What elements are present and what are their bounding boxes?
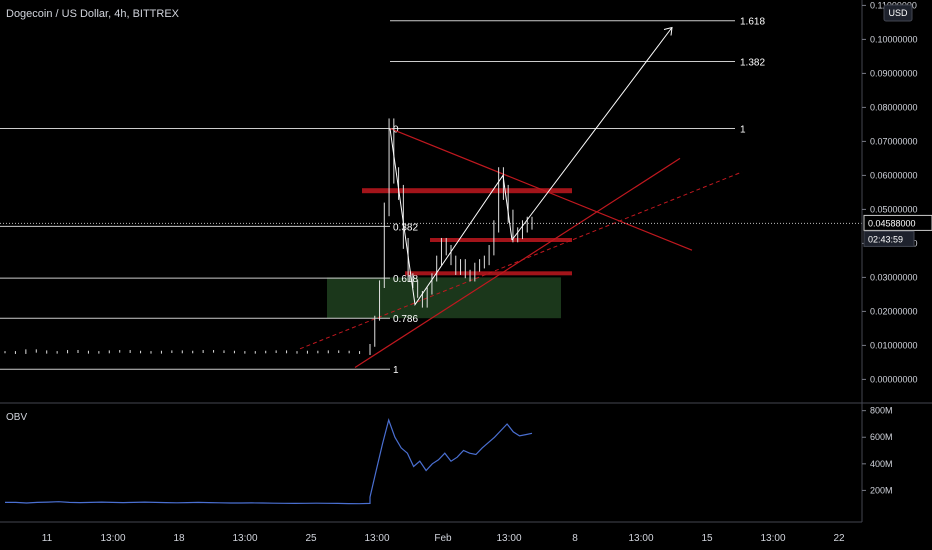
- time-tick-label: Feb: [434, 533, 452, 544]
- fib-level-label: 0.382: [393, 222, 418, 233]
- fib-level-label: 1.618: [740, 17, 765, 28]
- current-price-badge[interactable]: [863, 214, 932, 231]
- price-candles: [4, 118, 533, 355]
- time-tick-label: 13:00: [628, 533, 653, 544]
- time-tick-label: 25: [305, 533, 317, 544]
- current-price-value: 0.04588000: [868, 218, 916, 228]
- trendlines: [0, 127, 862, 369]
- fib-level-label: 1: [740, 124, 746, 135]
- price-tick-label: 0.10000000: [870, 34, 918, 44]
- support-resistance-band: [362, 188, 572, 194]
- time-tick-label: 22: [833, 533, 845, 544]
- fib-level-label: 0.786: [393, 314, 418, 325]
- fibonacci-levels: 1.618 1.382 1 0 0.382 0.618 0.786 1: [0, 17, 765, 376]
- time-tick-label: 13:00: [364, 533, 389, 544]
- obv-tick-label: 400M: [870, 459, 893, 469]
- time-tick-label: 15: [701, 533, 713, 544]
- dashed-trendline: [299, 171, 743, 350]
- price-tick-label: 0.03000000: [870, 272, 918, 282]
- time-tick-label: 13:00: [496, 533, 521, 544]
- arrow-head: [663, 26, 673, 36]
- countdown-value: 02:43:59: [868, 234, 903, 244]
- demand-zone: [327, 277, 561, 319]
- time-tick-label: 13:00: [232, 533, 257, 544]
- price-tick-label: 0.05000000: [870, 204, 918, 214]
- time-tick-label: 13:00: [100, 533, 125, 544]
- support-resistance-band: [430, 238, 572, 242]
- obv-tick-label: 600M: [870, 432, 893, 442]
- obv-tick-label: 200M: [870, 485, 893, 495]
- countdown-badge: [863, 230, 915, 247]
- price-tick-label: 0.06000000: [870, 170, 918, 180]
- price-tick-label: 0.09000000: [870, 68, 918, 78]
- chart-title: Dogecoin / US Dollar, 4h, BITTREX: [6, 8, 180, 20]
- time-tick-label: 11: [42, 533, 53, 544]
- ascending-trendline: [354, 157, 681, 369]
- obv-indicator-label: OBV: [6, 412, 28, 423]
- demand-zone-layer: [327, 277, 561, 319]
- wave-pattern: [389, 128, 513, 306]
- time-tick-label: 13:00: [760, 533, 785, 544]
- price-tick-label: 0.07000000: [870, 136, 918, 146]
- obv-panel: [5, 417, 533, 505]
- fib-level-label: 1.382: [740, 58, 765, 69]
- time-tick-label: 8: [572, 533, 578, 544]
- projection-arrow: [389, 26, 673, 306]
- price-tick-label: 0.02000000: [870, 306, 918, 316]
- time-tick-label: 18: [173, 533, 185, 544]
- obv-tick-label: 800M: [870, 406, 893, 416]
- descending-trendline: [389, 127, 693, 251]
- price-tick-label: 0.01000000: [870, 340, 918, 350]
- fib-level-label: 0.618: [393, 274, 418, 285]
- projection-arrow-line: [511, 27, 673, 241]
- fib-level-label: 1: [393, 365, 399, 376]
- obv-series-line: [5, 417, 533, 505]
- price-tick-label: 0.00000000: [870, 374, 918, 384]
- currency-badge-label: USD: [888, 8, 908, 18]
- currency-badge[interactable]: [883, 4, 913, 22]
- price-tick-label: 0.08000000: [870, 102, 918, 112]
- fib-level-label: 0: [393, 124, 399, 135]
